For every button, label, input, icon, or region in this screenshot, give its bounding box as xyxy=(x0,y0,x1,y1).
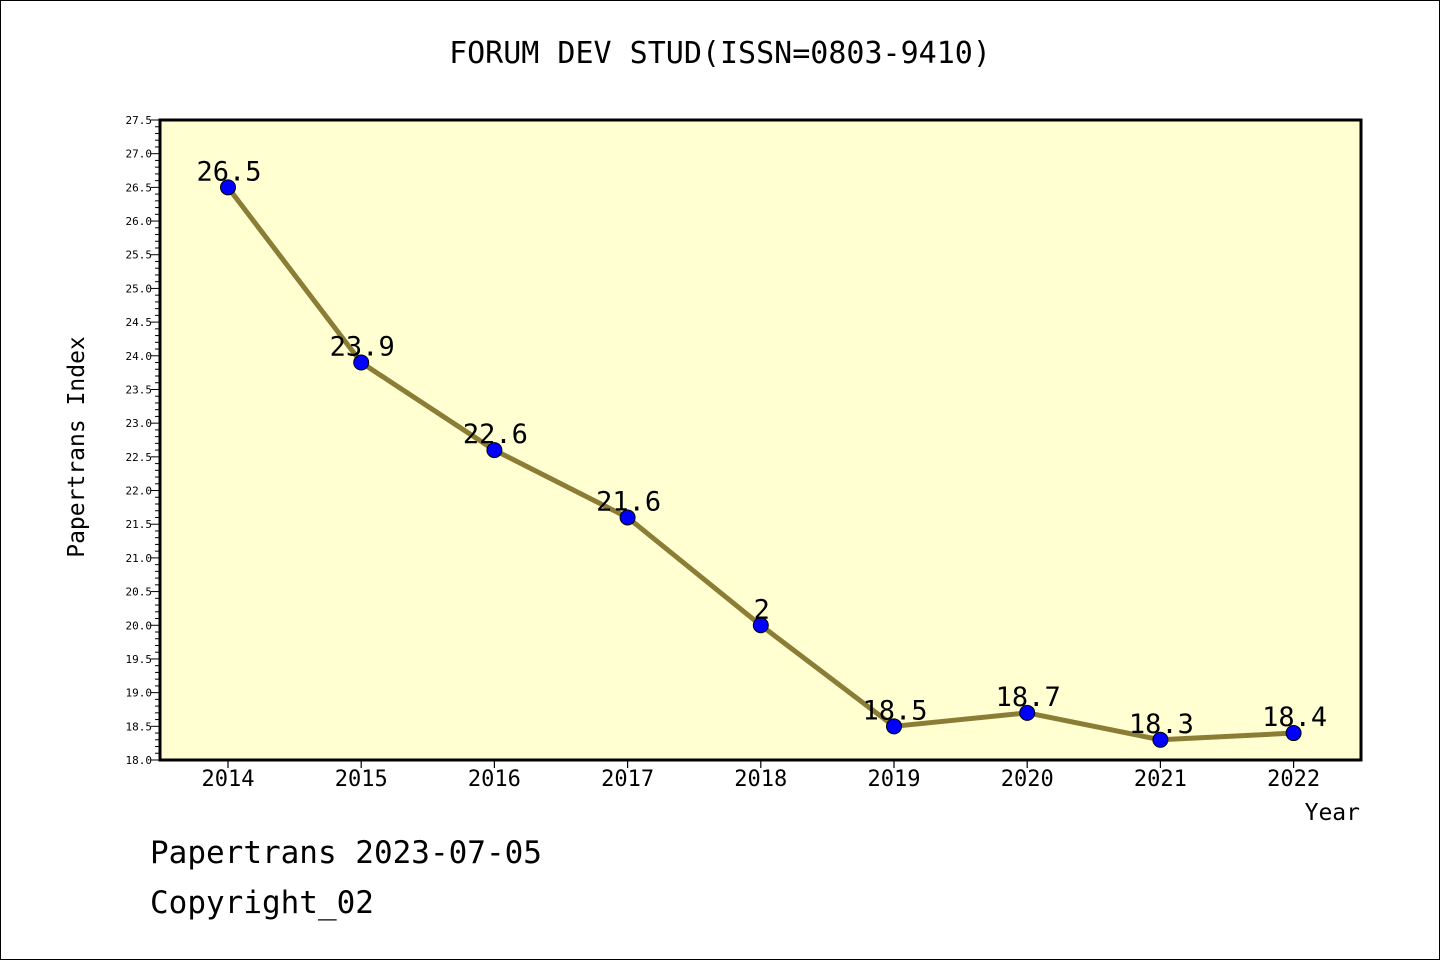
data-label: 26.5 xyxy=(196,156,261,187)
y-tick-label: 27.5 xyxy=(126,114,153,127)
data-label: 18.3 xyxy=(1129,709,1194,740)
y-tick-label: 23.0 xyxy=(126,417,153,430)
data-point xyxy=(486,442,503,459)
plot-area xyxy=(158,118,1363,762)
y-tick-label: 18.5 xyxy=(126,720,153,733)
y-tick-label: 19.0 xyxy=(126,687,153,700)
y-tick-label: 26.5 xyxy=(126,181,153,194)
x-tick-label: 2014 xyxy=(202,767,255,792)
x-axis-label: Year xyxy=(1305,800,1360,826)
footer-date: Papertrans 2023-07-05 xyxy=(150,835,542,871)
x-tick-label: 2021 xyxy=(1134,767,1187,792)
y-tick-label: 25.0 xyxy=(126,282,153,295)
y-tick-label: 25.5 xyxy=(126,249,153,262)
x-tick-label: 2018 xyxy=(734,767,787,792)
data-label: 21.6 xyxy=(596,486,661,517)
data-label: 22.6 xyxy=(463,419,528,450)
y-tick-label: 19.5 xyxy=(126,653,153,666)
y-tick-label: 22.0 xyxy=(126,485,153,498)
x-tick-label: 2022 xyxy=(1267,767,1320,792)
data-point xyxy=(1019,704,1036,721)
x-tick-label: 2017 xyxy=(601,767,654,792)
y-axis-label: Papertrans Index xyxy=(64,336,90,558)
y-tick-label: 27.0 xyxy=(126,148,153,161)
y-tick-label: 26.0 xyxy=(126,215,153,228)
y-tick-label: 20.0 xyxy=(126,619,153,632)
data-label: 18.5 xyxy=(862,695,927,726)
data-point xyxy=(886,718,902,735)
y-tick-label: 22.5 xyxy=(126,451,153,464)
data-point xyxy=(220,179,236,196)
footer-copyright: Copyright_02 xyxy=(150,885,374,921)
data-point xyxy=(353,354,370,371)
data-label: 2 xyxy=(754,594,770,625)
data-point xyxy=(1152,731,1169,748)
x-tick-label: 2020 xyxy=(1001,767,1054,792)
y-tick-label: 18.0 xyxy=(126,754,153,767)
data-point xyxy=(1285,725,1302,742)
x-tick-label: 2019 xyxy=(868,767,921,792)
y-tick-label: 24.5 xyxy=(126,316,153,329)
y-tick-label: 21.5 xyxy=(126,518,153,531)
y-tick-label: 21.0 xyxy=(126,552,153,565)
data-label: 23.9 xyxy=(330,332,395,363)
data-point xyxy=(752,617,769,634)
data-point xyxy=(619,509,636,526)
data-label: 18.4 xyxy=(1262,702,1327,733)
x-tick-label: 2016 xyxy=(468,767,521,792)
x-tick-label: 2015 xyxy=(335,767,388,792)
y-tick-label: 20.5 xyxy=(126,586,153,599)
data-label: 18.7 xyxy=(996,682,1061,713)
y-tick-label: 23.5 xyxy=(126,383,153,396)
chart-title: FORUM DEV STUD(ISSN=0803-9410) xyxy=(449,36,991,71)
y-tick-label: 24.0 xyxy=(126,350,153,363)
